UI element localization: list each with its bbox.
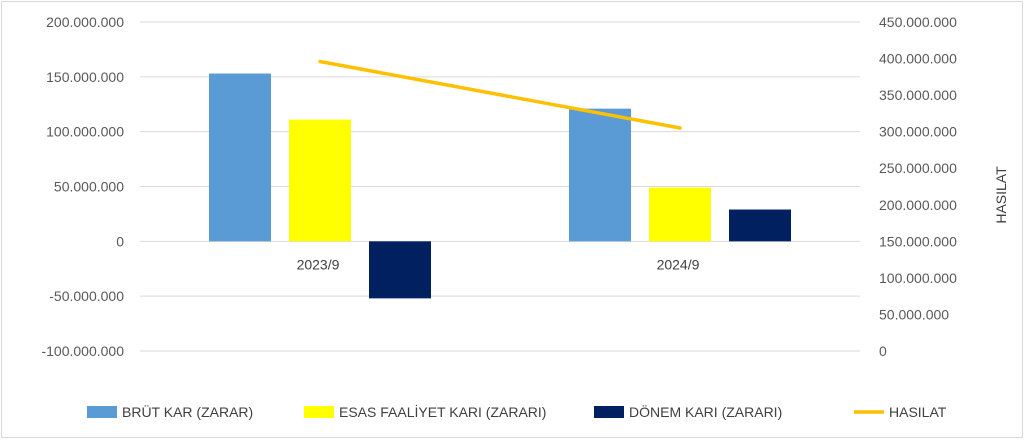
legend-item: DÖNEM KARI (ZARARI) bbox=[594, 403, 782, 420]
legend-label: ESAS FAALİYET KARI (ZARARI) bbox=[339, 403, 546, 420]
right-axis-ticks: 450.000.000 400.000.000 350.000.000 300.000… bbox=[879, 14, 957, 359]
bar bbox=[649, 187, 711, 242]
legend-label: BRÜT KAR (ZARAR) bbox=[122, 403, 253, 420]
hasilat-line bbox=[318, 59, 682, 130]
right-tick-label: 300.000.000 bbox=[879, 124, 957, 140]
legend: BRÜT KAR (ZARAR) ESAS FAALİYET KARI (ZARA… bbox=[87, 403, 947, 420]
left-tick-label: 0 bbox=[116, 233, 124, 249]
right-tick-label: 450.000.000 bbox=[879, 14, 957, 30]
category-label: 2023/9 bbox=[297, 256, 340, 272]
bar bbox=[729, 209, 791, 242]
left-tick-label: 150.000.000 bbox=[46, 69, 124, 85]
legend-swatch bbox=[87, 406, 117, 418]
right-axis-title: HASILAT bbox=[993, 166, 1009, 224]
left-tick-label: 200.000.000 bbox=[46, 14, 124, 30]
left-tick-label: 50.000.000 bbox=[54, 179, 124, 195]
right-tick-label: 200.000.000 bbox=[879, 197, 957, 213]
right-tick-label: 150.000.000 bbox=[879, 233, 957, 249]
left-axis-ticks: 200.000.000 150.000.000 100.000.000 50.000.… bbox=[41, 14, 124, 359]
right-tick-label: 0 bbox=[879, 343, 887, 359]
left-tick-label: -100.000.000 bbox=[41, 343, 124, 359]
bars bbox=[209, 73, 791, 299]
legend-item: BRÜT KAR (ZARAR) bbox=[87, 403, 253, 420]
right-tick-label: 100.000.000 bbox=[879, 270, 957, 286]
left-tick-label: -50.000.000 bbox=[49, 288, 124, 304]
bar bbox=[209, 73, 271, 242]
bar bbox=[569, 108, 631, 242]
legend-label: HASILAT bbox=[889, 404, 947, 420]
legend-swatch bbox=[304, 406, 334, 418]
legend-label: DÖNEM KARI (ZARARI) bbox=[629, 403, 782, 420]
bar bbox=[289, 119, 351, 242]
right-tick-label: 250.000.000 bbox=[879, 160, 957, 176]
line-series bbox=[318, 59, 682, 130]
category-labels: 2023/9 2024/9 bbox=[297, 256, 700, 272]
right-tick-label: 50.000.000 bbox=[879, 306, 949, 322]
legend-swatch bbox=[594, 406, 624, 418]
left-tick-label: 100.000.000 bbox=[46, 124, 124, 140]
bar bbox=[369, 241, 431, 299]
legend-item: HASILAT bbox=[854, 404, 947, 420]
legend-item: ESAS FAALİYET KARI (ZARARI) bbox=[304, 403, 546, 420]
right-tick-label: 350.000.000 bbox=[879, 87, 957, 103]
category-label: 2024/9 bbox=[657, 256, 700, 272]
right-tick-label: 400.000.000 bbox=[879, 51, 957, 67]
